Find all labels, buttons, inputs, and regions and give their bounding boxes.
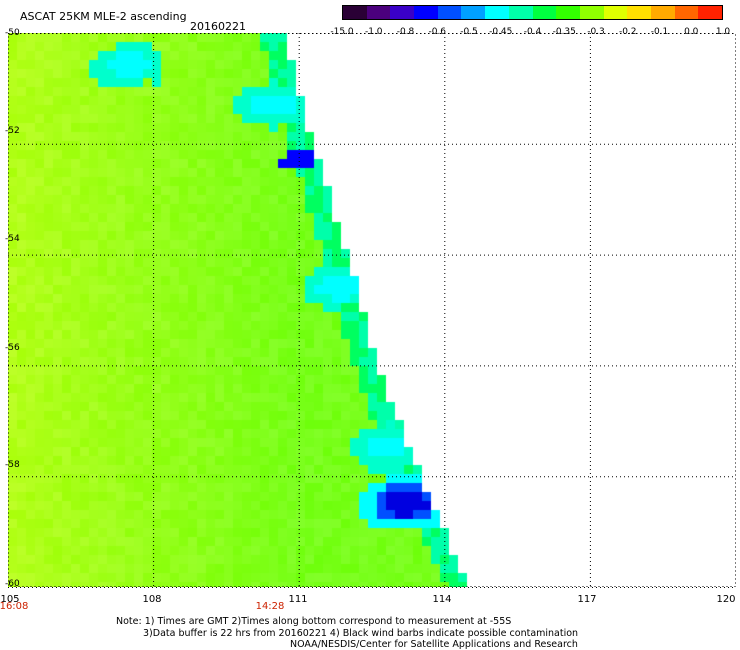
map-plot: [8, 33, 736, 587]
colorbar-segment: [579, 6, 604, 19]
colorbar-label: -0.35: [552, 27, 576, 37]
lat-lon-grid: [8, 33, 736, 588]
colorbar-segment: [627, 6, 651, 19]
plot-frame: [8, 33, 736, 587]
colorbar-segment: [698, 6, 722, 19]
lon-label-114: 114: [432, 594, 452, 605]
footer-note-2: 3)Data buffer is 22 hrs from 20160221 4)…: [143, 628, 579, 639]
colorbar-segment: [485, 6, 509, 19]
colorbar-segment: [603, 6, 628, 19]
wind-swath-canvas: [8, 33, 736, 587]
lat-label-60: -60: [5, 579, 20, 589]
colorbar-segment: [414, 6, 438, 19]
colorbar-segment: [532, 6, 557, 19]
colorbar: [342, 5, 723, 20]
lat-label-56: -56: [5, 343, 20, 353]
lat-label-54: -54: [5, 234, 20, 244]
lat-label-52: -52: [5, 126, 20, 136]
colorbar-label: 0.0: [684, 27, 699, 37]
colorbar-label: -0.1: [650, 27, 669, 37]
colorbar-segment: [461, 6, 486, 19]
colorbar-label: -0.6: [428, 27, 447, 37]
lon-label-120: 120: [716, 594, 736, 605]
colorbar-segment: [650, 6, 675, 19]
colorbar-segment: [674, 6, 699, 19]
colorbar-label: -0.5: [460, 27, 478, 37]
colorbar-label: -0.3: [587, 27, 605, 37]
time-label-left: 16:08: [0, 601, 29, 612]
footer-note-1: Note: 1) Times are GMT 2)Times along bot…: [116, 616, 512, 627]
colorbar-label: -0.4: [523, 27, 542, 37]
lon-label-108: 108: [142, 594, 162, 605]
time-label-right: 14:28: [255, 601, 285, 612]
colorbar-segment: [556, 6, 580, 19]
colorbar-label: -0.8: [396, 27, 415, 37]
colorbar-segment: [366, 6, 391, 19]
colorbar-segment: [437, 6, 462, 19]
colorbar-label: -0.2: [618, 27, 637, 37]
lat-label-58: -58: [5, 460, 20, 470]
colorbar-label: -0.45: [489, 27, 513, 37]
colorbar-label: -15.0: [330, 27, 354, 37]
colorbar-label: 1.0: [715, 27, 731, 37]
product-title: ASCAT 25KM MLE-2 ascending: [20, 10, 187, 23]
colorbar-segment: [390, 6, 415, 19]
footer-credit: NOAA/NESDIS/Center for Satellite Applica…: [290, 639, 578, 650]
lon-label-111: 111: [288, 594, 308, 605]
lat-label-50: -50: [5, 28, 20, 38]
colorbar-segment: [508, 6, 533, 19]
colorbar-segment: [343, 6, 367, 19]
lon-label-105: 105: [0, 594, 20, 605]
lon-label-117: 117: [577, 594, 597, 605]
product-date: 20160221: [190, 20, 246, 33]
colorbar-label: -1.0: [364, 27, 383, 37]
